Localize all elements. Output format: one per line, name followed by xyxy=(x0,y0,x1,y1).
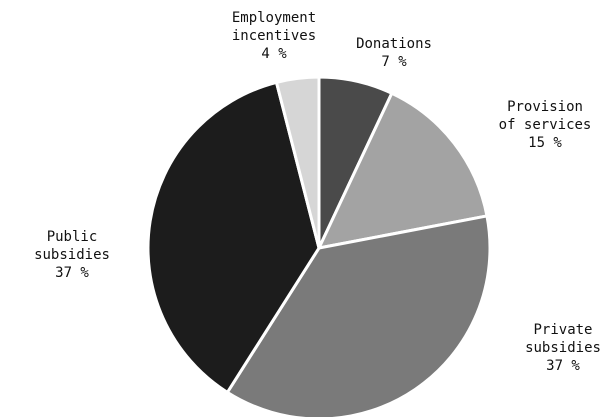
slice-value-label: 15 % xyxy=(528,135,562,151)
slice-category-label: of services xyxy=(499,117,592,133)
slice-label-public-subsidies: Public subsidies 37 % xyxy=(34,229,110,281)
pie-slice-provision-of-services xyxy=(317,91,489,250)
slice-category-label: Employment xyxy=(232,10,316,26)
slice-value-label: 4 % xyxy=(261,46,287,62)
pie-slice-private-subsidies xyxy=(225,214,492,417)
slice-label-private-subsidies: Private subsidies 37 % xyxy=(525,322,601,374)
slice-value-label: 37 % xyxy=(546,358,580,374)
slice-label-donations: Donations 7 % xyxy=(356,36,432,70)
slice-value-label: 37 % xyxy=(55,265,89,281)
pie-slice-employment-incentives xyxy=(274,75,321,250)
slice-label-employment-incentives: Employment incentives 4 % xyxy=(232,10,316,62)
slice-category-label: Provision xyxy=(507,99,583,115)
slice-category-label: incentives xyxy=(232,28,316,44)
pie-slices xyxy=(146,75,492,417)
slice-category-label: subsidies xyxy=(34,247,110,263)
slice-category-label: subsidies xyxy=(525,340,601,356)
slice-category-label: Donations xyxy=(356,36,432,52)
pie-slice-public-subsidies xyxy=(146,80,321,394)
pie-labels: Donations 7 % Provision of services 15 % Priv… xyxy=(34,10,601,374)
slice-value-label: 7 % xyxy=(381,54,407,70)
slice-category-label: Public xyxy=(47,229,98,245)
slice-label-provision-of-services: Provision of services 15 % xyxy=(499,99,592,151)
slice-category-label: Private xyxy=(533,322,592,338)
